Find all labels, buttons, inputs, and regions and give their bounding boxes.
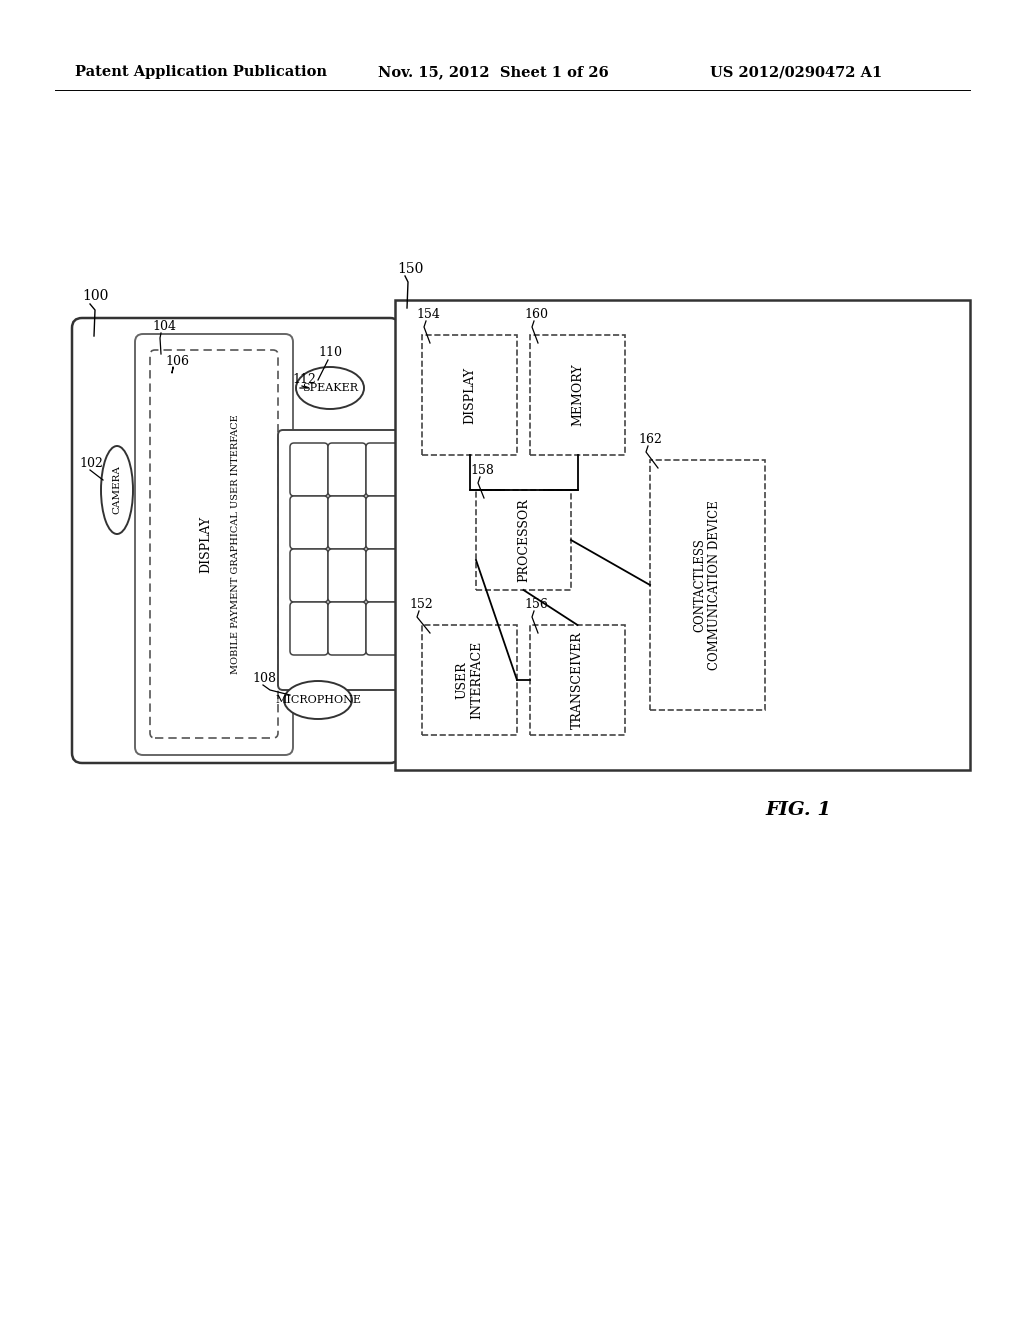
FancyBboxPatch shape (366, 496, 404, 549)
Text: 156: 156 (524, 598, 548, 611)
Text: CAMERA: CAMERA (113, 466, 122, 515)
Text: 110: 110 (318, 346, 342, 359)
FancyBboxPatch shape (328, 602, 366, 655)
Ellipse shape (101, 446, 133, 535)
FancyBboxPatch shape (150, 350, 278, 738)
Text: 100: 100 (82, 289, 109, 304)
Text: DISPLAY: DISPLAY (200, 515, 213, 573)
FancyBboxPatch shape (366, 444, 404, 496)
Text: CONTACTLESS
COMMUNICATION DEVICE: CONTACTLESS COMMUNICATION DEVICE (693, 500, 722, 669)
Ellipse shape (284, 681, 352, 719)
Text: US 2012/0290472 A1: US 2012/0290472 A1 (710, 65, 883, 79)
Text: 102: 102 (79, 457, 102, 470)
FancyBboxPatch shape (72, 318, 400, 763)
Text: 150: 150 (397, 261, 423, 276)
FancyBboxPatch shape (366, 602, 404, 655)
Text: PROCESSOR: PROCESSOR (517, 498, 530, 582)
Bar (530, 335, 625, 455)
Bar (395, 300, 970, 770)
FancyBboxPatch shape (278, 430, 413, 690)
FancyBboxPatch shape (366, 549, 404, 602)
Text: 158: 158 (470, 465, 494, 477)
Text: 162: 162 (638, 433, 662, 446)
Text: SPEAKER: SPEAKER (302, 383, 358, 393)
FancyBboxPatch shape (328, 549, 366, 602)
FancyBboxPatch shape (290, 496, 328, 549)
Text: 106: 106 (165, 355, 189, 368)
Bar (422, 624, 517, 735)
Text: 112: 112 (292, 374, 315, 385)
Ellipse shape (296, 367, 364, 409)
Text: 104: 104 (152, 319, 176, 333)
Text: MEMORY: MEMORY (571, 364, 584, 426)
Bar (476, 490, 571, 590)
FancyBboxPatch shape (135, 334, 293, 755)
Text: Patent Application Publication: Patent Application Publication (75, 65, 327, 79)
FancyBboxPatch shape (328, 444, 366, 496)
Bar (530, 624, 625, 735)
Text: Nov. 15, 2012  Sheet 1 of 26: Nov. 15, 2012 Sheet 1 of 26 (378, 65, 608, 79)
FancyBboxPatch shape (328, 496, 366, 549)
Text: 108: 108 (252, 672, 276, 685)
Bar (650, 459, 765, 710)
Text: TRANSCEIVER: TRANSCEIVER (571, 631, 584, 729)
Bar (422, 335, 517, 455)
Text: DISPLAY: DISPLAY (463, 367, 476, 424)
Text: MICROPHONE: MICROPHONE (275, 696, 361, 705)
Text: 160: 160 (524, 308, 548, 321)
FancyBboxPatch shape (290, 602, 328, 655)
Text: USER
INTERFACE: USER INTERFACE (456, 642, 483, 719)
FancyBboxPatch shape (290, 444, 328, 496)
FancyBboxPatch shape (290, 549, 328, 602)
Text: 154: 154 (416, 308, 440, 321)
Text: FIG. 1: FIG. 1 (765, 801, 831, 818)
Text: MOBILE PAYMENT GRAPHICAL USER INTERFACE: MOBILE PAYMENT GRAPHICAL USER INTERFACE (231, 414, 241, 675)
Text: 152: 152 (409, 598, 433, 611)
